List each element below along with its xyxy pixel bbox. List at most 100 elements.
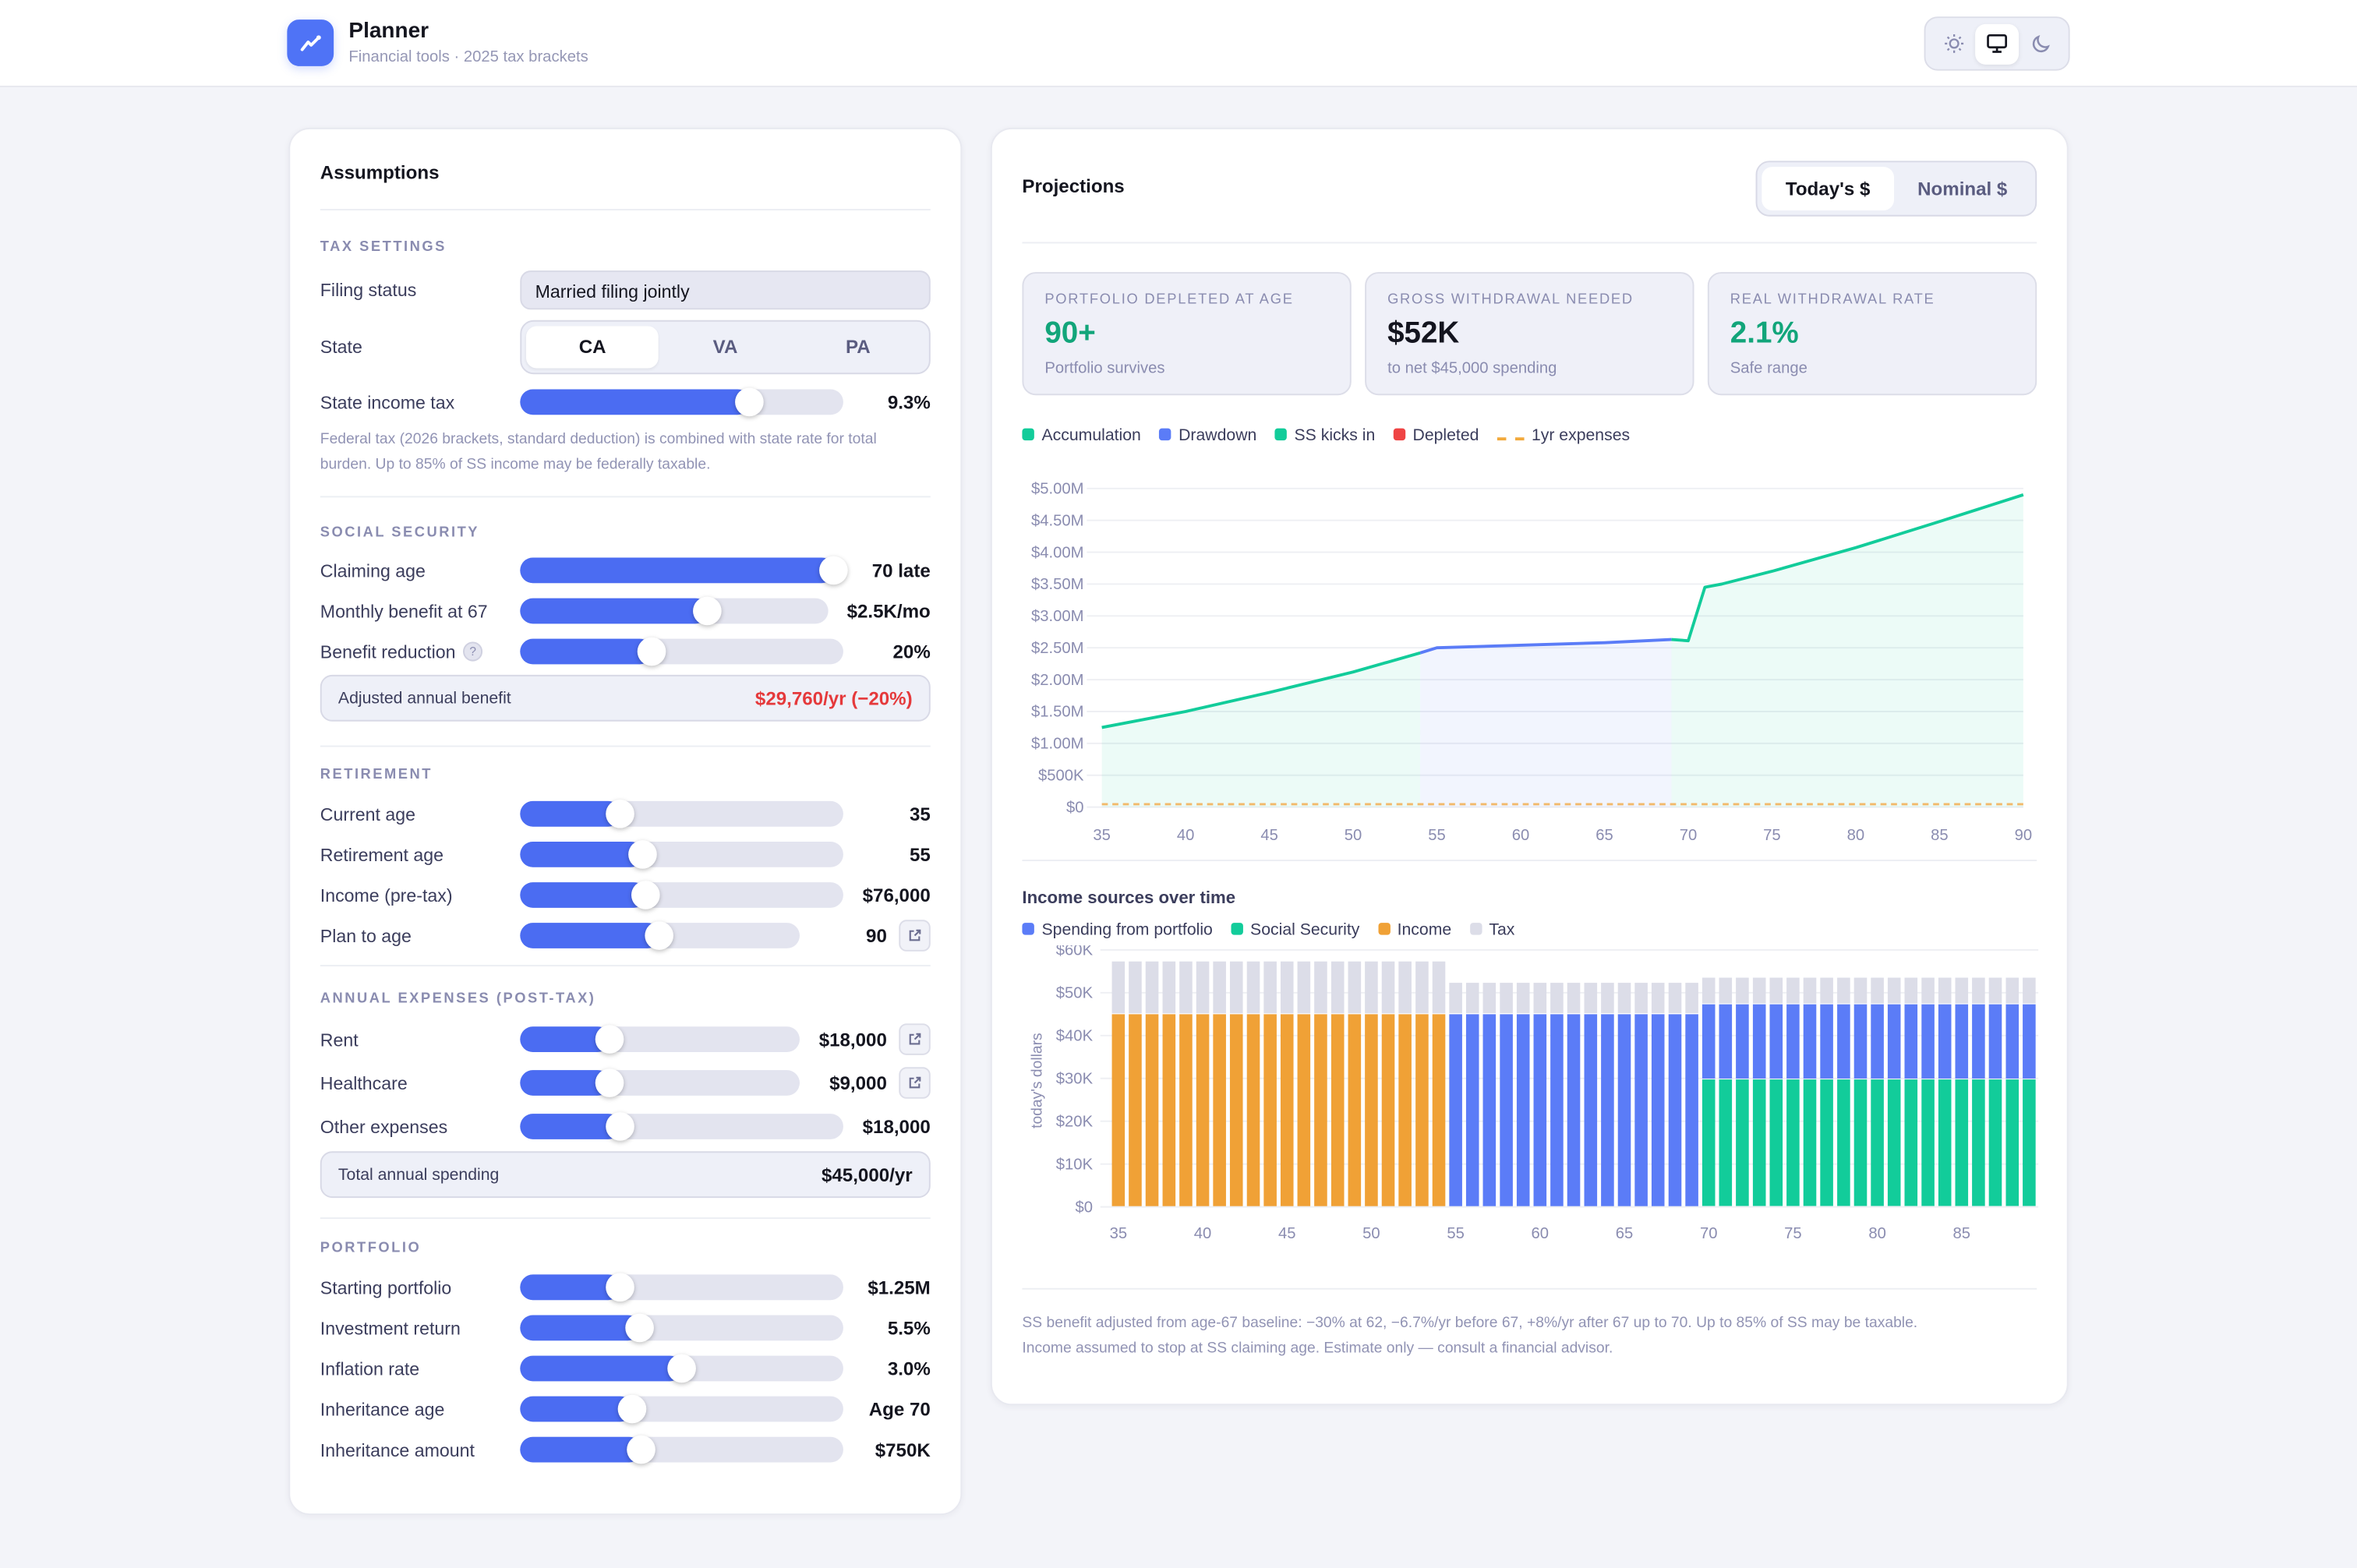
footnote-2: Income assumed to stop at SS claiming ag…: [1022, 1340, 1613, 1358]
slider-label: Other expenses: [320, 1115, 448, 1137]
slider-thumb[interactable]: [693, 596, 723, 626]
legend-item-income[interactable]: Income: [1377, 921, 1451, 939]
x-tick-label: 60: [1512, 827, 1530, 840]
bar-portfolio-age-58: [1500, 1014, 1513, 1206]
inheritance-age-slider[interactable]: [520, 1394, 843, 1424]
bar-tax-age-88: [2005, 977, 2020, 1004]
bar-portfolio-age-84: [1938, 1004, 1952, 1079]
healthcare-slider[interactable]: [520, 1068, 800, 1097]
bar-income-age-48: [1330, 1014, 1345, 1206]
legend-swatch: [1159, 428, 1171, 441]
legend-item-accumulation[interactable]: Accumulation: [1022, 427, 1141, 445]
legend-item-ss-kicks-in[interactable]: SS kicks in: [1274, 427, 1375, 445]
plan-to-age-slider[interactable]: [520, 921, 800, 950]
bar-tax-age-84: [1938, 977, 1952, 1004]
state-option-pa[interactable]: PA: [846, 336, 871, 358]
slider-thumb[interactable]: [594, 1068, 624, 1097]
investment-return-slider[interactable]: [520, 1313, 843, 1343]
slider-thumb[interactable]: [605, 1112, 634, 1141]
slider-thumb[interactable]: [666, 1354, 695, 1383]
legend-item-tax[interactable]: Tax: [1469, 921, 1514, 939]
bar-ss-age-80: [1871, 1079, 1884, 1206]
slider-label: Healthcare: [320, 1072, 408, 1094]
y-tick-label: $3.00M: [1031, 608, 1084, 625]
other-expenses-value: $18,000: [862, 1115, 931, 1137]
bar-tax-age-42: [1229, 961, 1243, 1014]
bar-tax-age-89: [2023, 977, 2036, 1004]
slider-thumb[interactable]: [631, 881, 660, 909]
filing-status-select[interactable]: Married filing jointly: [520, 270, 931, 310]
rent-slider[interactable]: [520, 1025, 800, 1054]
slider-thumb[interactable]: [637, 637, 666, 666]
inheritance-age-label: Inheritance age: [320, 1399, 520, 1420]
legend-item-depleted[interactable]: Depleted: [1393, 427, 1479, 445]
theme-light-button[interactable]: [1931, 23, 1975, 64]
inheritance-amount-slider[interactable]: [520, 1435, 843, 1464]
other-expenses-row: Other expenses $18,000: [320, 1104, 931, 1148]
legend-swatch: [1393, 428, 1405, 441]
state-income-tax-value: 9.3%: [887, 391, 931, 413]
x-tick-label: 65: [1616, 1225, 1634, 1242]
x-tick-label: 70: [1700, 1225, 1718, 1242]
balance-line-accumulation: [1101, 651, 1421, 729]
benefit-reduction-slider[interactable]: [520, 637, 843, 666]
top-bar: Planner Financial tools · 2025 tax brack…: [0, 0, 2357, 87]
state-segmented-control: CA VA PA: [520, 320, 931, 375]
bar-tax-age-59: [1516, 983, 1530, 1014]
legend-label: Drawdown: [1178, 426, 1257, 445]
state-income-tax-slider[interactable]: [520, 387, 843, 417]
bar-ss-age-82: [1904, 1079, 1918, 1206]
slider-thumb[interactable]: [627, 840, 657, 869]
inflation-rate-slider[interactable]: [520, 1354, 843, 1383]
bar-tax-age-44: [1263, 961, 1277, 1014]
other-expenses-slider[interactable]: [520, 1112, 843, 1141]
bar-tax-age-73: [1752, 977, 1766, 1004]
x-tick-label: 75: [1763, 827, 1781, 840]
starting-portfolio-row: Starting portfolio $1.25M: [320, 1267, 931, 1308]
bar-ss-age-71: [1719, 1079, 1733, 1206]
slider-fill: [520, 800, 620, 827]
y-tick-label: $30K: [1056, 1070, 1094, 1087]
bar-ss-age-77: [1820, 1079, 1833, 1206]
bar-tax-age-36: [1129, 961, 1142, 1014]
external-link-icon[interactable]: [899, 1067, 931, 1099]
external-link-icon[interactable]: [899, 1023, 931, 1055]
theme-dark-button[interactable]: [2019, 23, 2062, 64]
slider-thumb[interactable]: [626, 1435, 656, 1464]
starting-portfolio-slider[interactable]: [520, 1273, 843, 1302]
slider-thumb[interactable]: [618, 1394, 647, 1424]
external-link-icon[interactable]: [899, 920, 931, 952]
todays-dollars-button[interactable]: Today's $: [1762, 167, 1894, 210]
nominal-dollars-button[interactable]: Nominal $: [1917, 178, 2008, 200]
legend-item-social-security[interactable]: Social Security: [1230, 921, 1359, 939]
slider-label: Inheritance age: [320, 1398, 445, 1420]
monthly-benefit-at-67-slider[interactable]: [520, 596, 829, 626]
slider-thumb[interactable]: [605, 799, 634, 828]
income-pre-tax-slider[interactable]: [520, 881, 843, 909]
bar-tax-age-82: [1904, 977, 1918, 1004]
state-option-va[interactable]: VA: [712, 336, 738, 358]
claiming-age-slider[interactable]: [520, 556, 847, 585]
help-icon[interactable]: ?: [463, 641, 483, 662]
bar-tax-age-75: [1786, 977, 1800, 1004]
slider-thumb[interactable]: [818, 556, 847, 585]
slider-thumb[interactable]: [624, 1313, 654, 1343]
bar-income-age-40: [1196, 1014, 1210, 1206]
legend-item-drawdown[interactable]: Drawdown: [1159, 427, 1256, 445]
current-age-slider[interactable]: [520, 799, 843, 828]
slider-fill: [520, 1315, 640, 1341]
bar-tax-age-87: [1988, 977, 2002, 1004]
slider-thumb[interactable]: [605, 1273, 634, 1302]
retirement-age-slider[interactable]: [520, 840, 843, 869]
slider-thumb[interactable]: [645, 921, 673, 950]
bar-income-age-36: [1129, 1014, 1142, 1206]
slider-thumb[interactable]: [594, 1025, 624, 1054]
legend-item-1yr-expenses[interactable]: 1yr expenses: [1497, 427, 1630, 445]
slider-thumb[interactable]: [734, 387, 764, 417]
state-option-ca[interactable]: CA: [525, 326, 659, 369]
bar-portfolio-age-71: [1719, 1004, 1733, 1079]
legend-item-spending-from-portfolio[interactable]: Spending from portfolio: [1022, 921, 1213, 939]
theme-system-button[interactable]: [1975, 23, 2020, 64]
slider-label: Monthly benefit at 67: [320, 600, 488, 622]
y-tick-label: $2.00M: [1031, 672, 1084, 689]
